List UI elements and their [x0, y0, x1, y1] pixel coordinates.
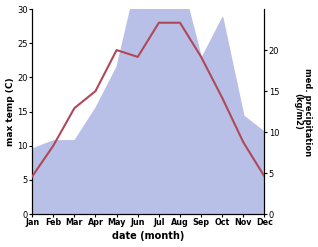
- X-axis label: date (month): date (month): [112, 231, 184, 242]
- Y-axis label: med. precipitation
(kg/m2): med. precipitation (kg/m2): [293, 67, 313, 156]
- Y-axis label: max temp (C): max temp (C): [5, 77, 15, 146]
